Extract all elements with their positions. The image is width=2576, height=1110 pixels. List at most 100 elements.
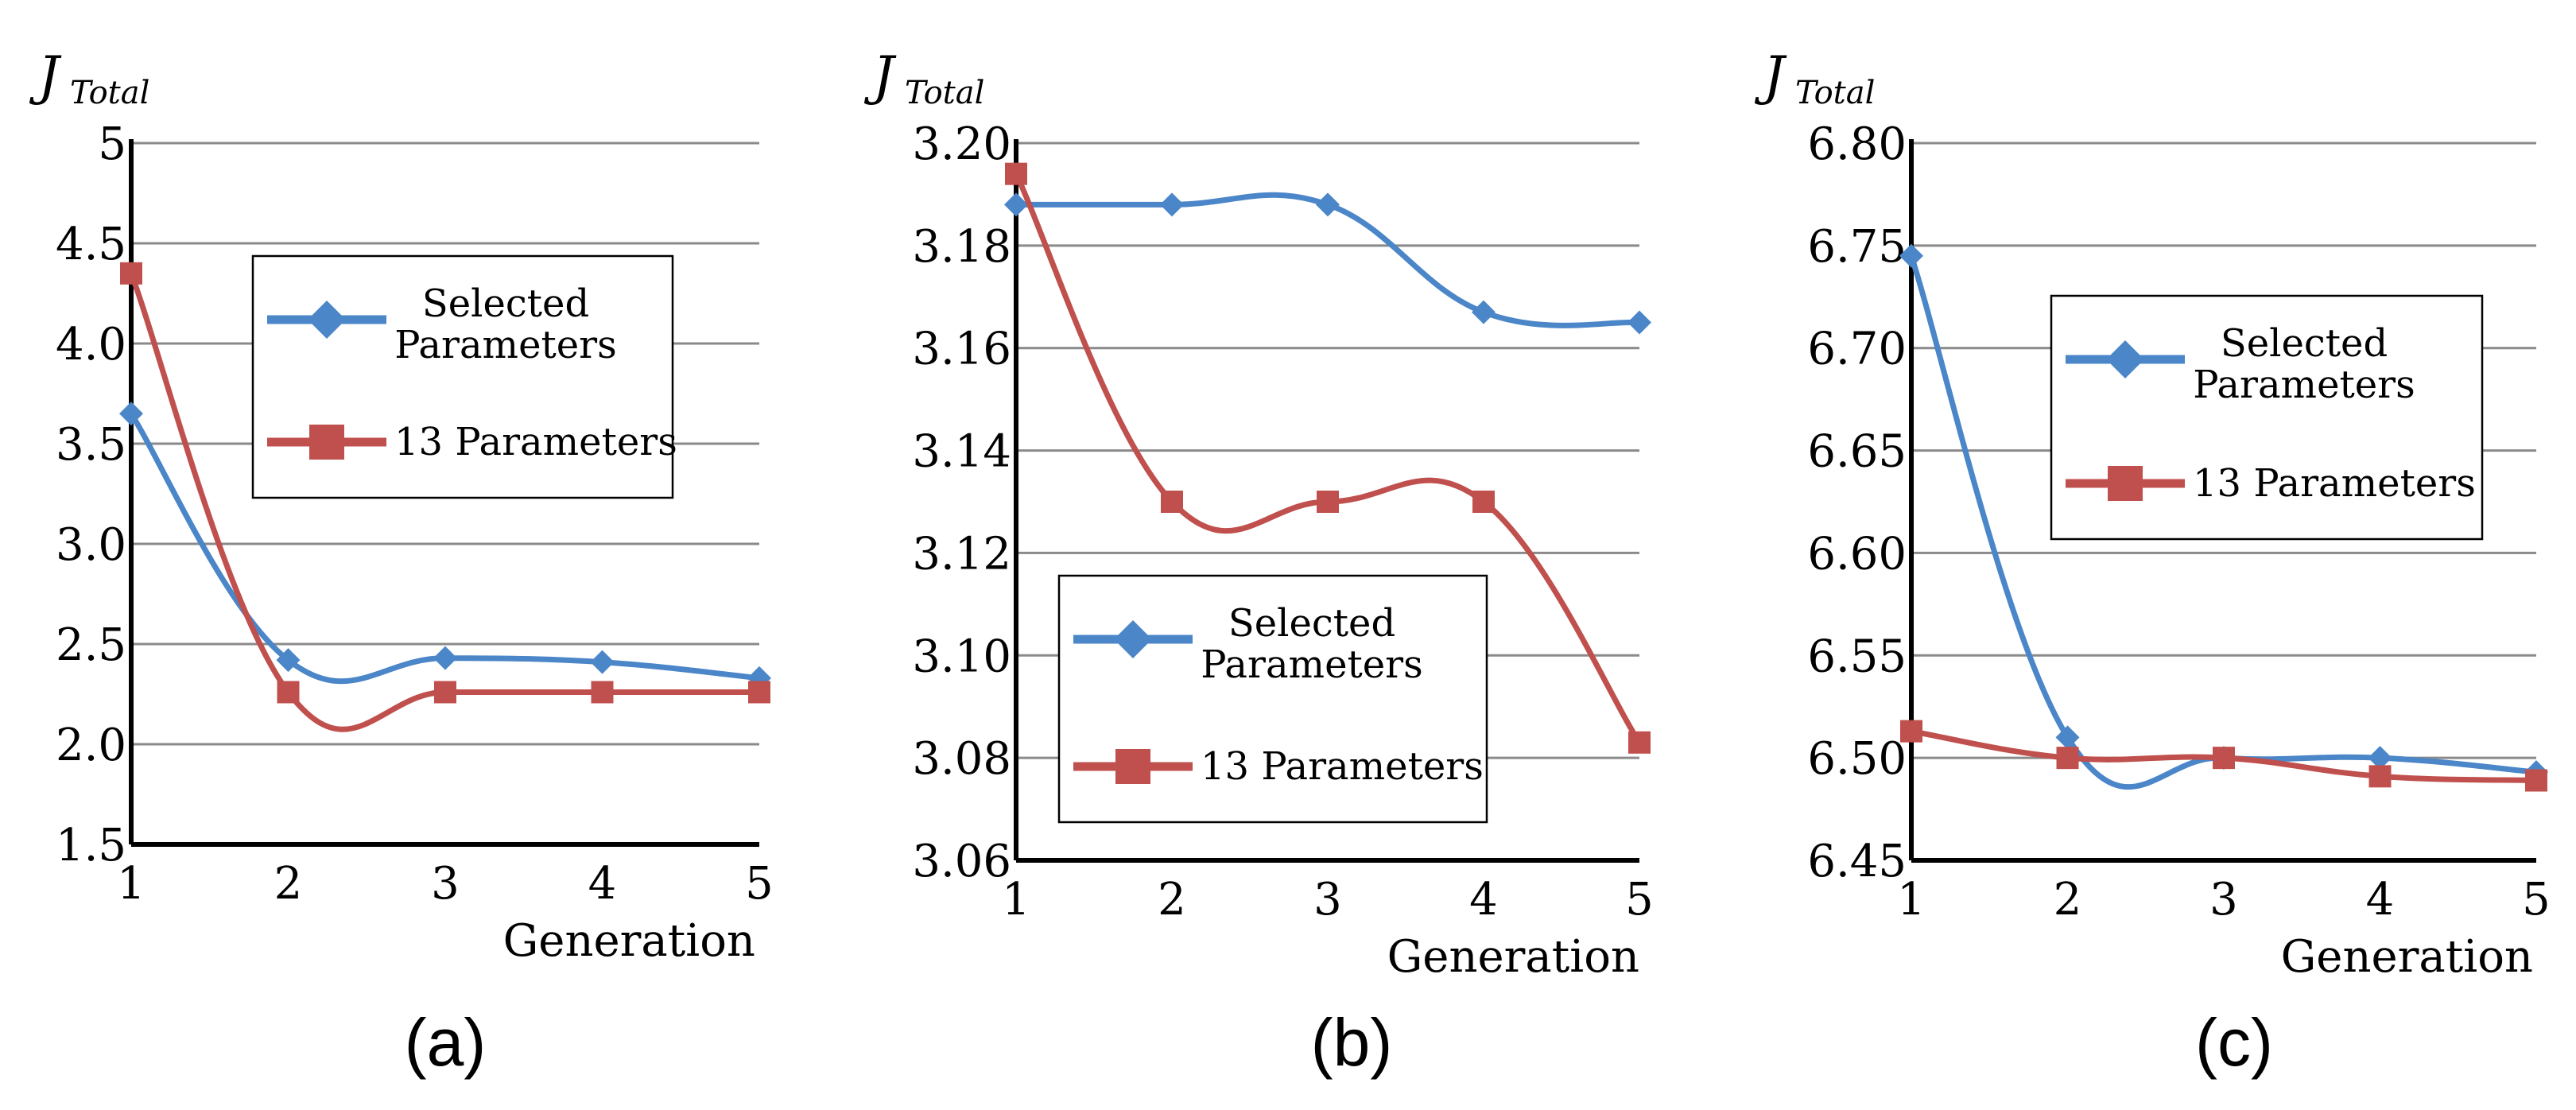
y-tick-label: 6.65 xyxy=(1807,426,1907,478)
data-point-square xyxy=(2213,747,2235,770)
data-point-diamond xyxy=(2368,746,2392,770)
x-axis-title: Generation xyxy=(503,915,755,967)
x-axis-title: Generation xyxy=(1387,931,1639,983)
x-tick-label: 2 xyxy=(2054,874,2082,926)
y-tick-label: 6.70 xyxy=(1807,324,1907,375)
y-tick-label: 2.0 xyxy=(56,720,126,771)
y-tick-label: 3.16 xyxy=(912,324,1011,375)
y-tick-label: 1.5 xyxy=(56,820,126,871)
legend-label: Parameters xyxy=(2193,363,2415,407)
chart-panel-1: 1.52.02.53.03.54.04.551 2 3 4 5J TotalGenerat… xyxy=(29,45,774,1080)
y-axis-label-subscript: Total xyxy=(1795,75,1875,111)
legend-marker-square xyxy=(309,425,344,460)
x-tick-label: 5 xyxy=(745,858,774,910)
y-axis-label: J xyxy=(29,45,62,107)
data-point-square xyxy=(2056,747,2079,770)
y-tick-label: 5 xyxy=(98,118,126,170)
x-tick-label: 2 xyxy=(1158,874,1186,926)
chart-panel-2: 3.06 3.08 3.10 3.12 3.14 3.16 3.18 3.20 1 2 3 4 5 J To… xyxy=(863,45,1654,1080)
x-tick-label: 2 xyxy=(274,858,303,910)
data-point-square xyxy=(277,681,300,704)
data-point-square xyxy=(1005,162,1027,185)
legend-label: 13 Parameters xyxy=(2193,461,2476,506)
data-point-diamond xyxy=(1899,243,1923,268)
legend-marker-diamond xyxy=(308,301,346,339)
x-tick-label: 1 xyxy=(117,858,145,910)
panel-caption: (c) xyxy=(2195,1005,2273,1080)
y-tick-label: 3.0 xyxy=(56,519,126,571)
data-point-square xyxy=(2368,765,2392,788)
panel-caption: (a) xyxy=(405,1005,487,1080)
x-tick-label: 1 xyxy=(1002,874,1030,926)
legend-marker-diamond xyxy=(2106,340,2144,378)
legend-label: Selected xyxy=(1228,601,1395,646)
x-tick-label: 3 xyxy=(2209,874,2238,926)
y-tick-label: 6.45 xyxy=(1807,836,1907,887)
data-point-diamond xyxy=(590,650,615,674)
y-tick-label: 4.5 xyxy=(56,219,126,270)
panel-caption: (b) xyxy=(1311,1005,1393,1080)
y-tick-label: 3.06 xyxy=(912,836,1011,887)
legend-label: Parameters xyxy=(394,323,617,367)
data-point-square xyxy=(1317,491,1339,513)
y-tick-label: 3.18 xyxy=(912,221,1011,273)
data-point-square xyxy=(748,681,770,704)
series-line-1 xyxy=(1908,254,2537,790)
data-point-square xyxy=(1161,491,1183,513)
data-point-diamond xyxy=(1004,192,1028,217)
data-point-square xyxy=(1900,720,1922,743)
y-tick-label: 3.20 xyxy=(912,118,1011,170)
y-axis-label-subscript: Total xyxy=(905,75,984,111)
legend-label: 13 Parameters xyxy=(1201,744,1484,789)
x-tick-label: 4 xyxy=(2366,874,2395,926)
y-tick-label: 3.10 xyxy=(912,631,1011,682)
series-line-1 xyxy=(129,412,760,685)
data-point-square xyxy=(591,681,614,704)
x-tick-label: 1 xyxy=(1897,874,1926,926)
y-axis-label: J xyxy=(863,45,897,107)
y-axis-label-subscript: Total xyxy=(70,75,149,111)
data-point-square xyxy=(434,681,456,704)
data-point-diamond xyxy=(276,648,301,673)
y-tick-label: 6.80 xyxy=(1807,118,1907,170)
x-tick-label: 3 xyxy=(1313,874,1342,926)
data-point-diamond xyxy=(2055,725,2080,750)
data-point-diamond xyxy=(1316,192,1340,217)
x-tick-label: 5 xyxy=(2522,874,2551,926)
y-tick-label: 6.55 xyxy=(1807,631,1907,682)
data-point-square xyxy=(1472,491,1495,513)
x-tick-label: 4 xyxy=(1469,874,1498,926)
x-tick-label: 5 xyxy=(1625,874,1654,926)
x-axis-title: Generation xyxy=(2281,931,2533,983)
y-tick-label: 6.50 xyxy=(1807,733,1907,785)
y-tick-label: 3.14 xyxy=(912,426,1011,478)
data-point-diamond xyxy=(433,646,457,670)
data-point-diamond xyxy=(119,402,143,426)
legend-marker-square xyxy=(2108,466,2143,501)
data-point-square xyxy=(1628,731,1651,754)
legend-label: Selected xyxy=(2221,321,2388,366)
series-line-2 xyxy=(128,272,759,732)
chart-panel-3: 6.45 6.50 6.55 6.60 6.65 6.70 6.75 6.80 1 2 3 4 5 J To… xyxy=(1754,45,2551,1080)
y-tick-label: 2.5 xyxy=(56,619,126,671)
y-tick-label: 6.60 xyxy=(1807,528,1907,580)
data-point-square xyxy=(120,262,142,285)
data-point-diamond xyxy=(1627,310,1651,335)
legend-marker-square xyxy=(1115,749,1150,784)
y-tick-label: 3.5 xyxy=(56,419,126,471)
x-tick-label: 3 xyxy=(431,858,460,910)
legend-label: 13 Parameters xyxy=(394,420,677,464)
y-tick-label: 3.08 xyxy=(912,733,1011,785)
data-point-diamond xyxy=(1160,192,1184,217)
legend-label: Selected xyxy=(422,281,589,326)
legend-label: Parameters xyxy=(1201,642,1423,687)
data-point-square xyxy=(2525,769,2547,792)
y-axis-label: J xyxy=(1754,45,1787,107)
y-tick-label: 4.0 xyxy=(56,319,126,371)
y-tick-label: 3.12 xyxy=(912,528,1011,580)
data-point-diamond xyxy=(1472,300,1496,324)
